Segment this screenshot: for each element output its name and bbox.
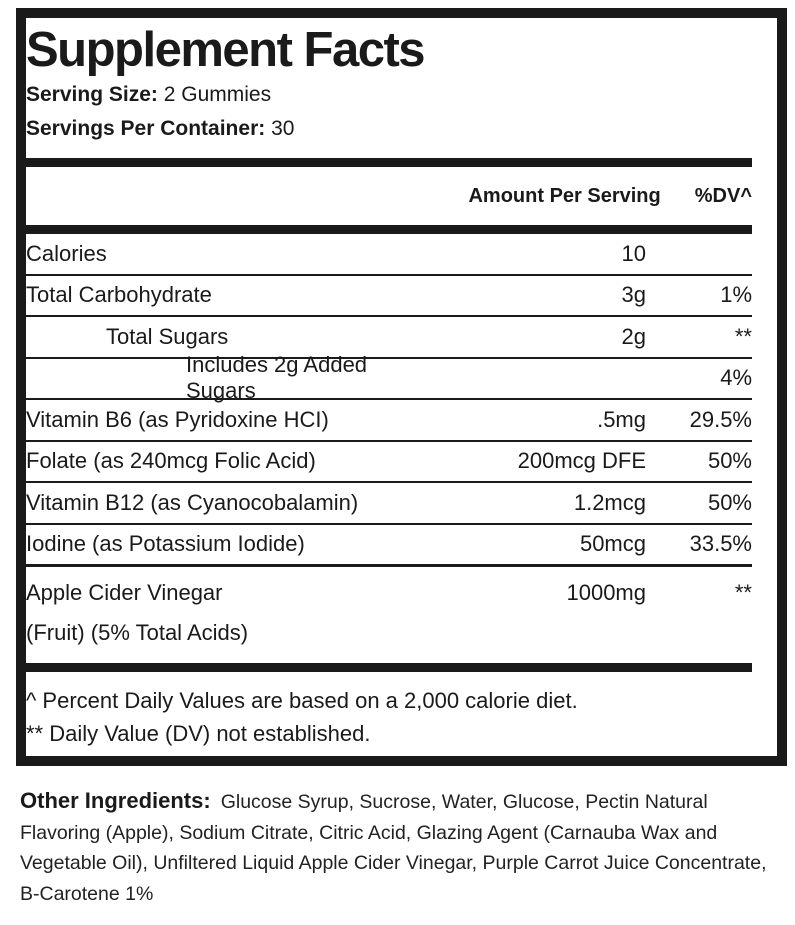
table-row: Total Carbohydrate 3g 1% [26,276,752,317]
footnote-not-established: ** Daily Value (DV) not established. [26,721,371,746]
nutrient-name: Total Carbohydrate [26,282,212,308]
nutrient-name: Total Sugars [106,323,229,349]
nutrient-dv: 1% [720,282,752,308]
nutrient-amount: 50mcg [579,531,646,557]
nutrient-amount: 10 [621,240,646,266]
servings-per-container-label: Servings Per Container: [26,117,266,140]
table-row: Vitamin B6 (as Pyridoxine HCI) .5mg 29.5% [26,400,752,442]
nutrient-dv: 50% [707,489,752,515]
nutrient-name: Calories [26,240,107,266]
nutrient-dv: 50% [707,448,752,474]
column-header: Amount Per Serving %DV^ [26,167,752,225]
nutrient-dv: 29.5% [689,406,752,432]
nutrient-amount: 1000mg [566,580,646,605]
table-row: Calories 10 [26,234,752,276]
amount-header: Amount Per Serving [468,184,661,207]
nutrient-dv: 4% [720,365,752,391]
supplement-facts-panel [16,8,787,766]
divider-thick [26,225,752,234]
nutrient-name: Apple Cider Vinegar (Fruit) (5% Total Aci… [26,573,406,653]
table-row: Iodine (as Potassium Iodide) 50mcg 33.5% [26,525,752,567]
other-ingredients: Other Ingredients: Glucose Syrup, Sucrose… [20,786,780,909]
nutrient-name: Folate (as 240mcg Folic Acid) [26,448,316,474]
nutrient-name: Vitamin B12 (as Cyanocobalamin) [26,489,359,515]
nutrient-name: Includes 2g Added Sugars [186,352,368,404]
supplement-facts-content: Supplement Facts Serving Size: 2 Gummies… [26,22,752,750]
dv-header: %DV^ [694,184,752,207]
nutrient-name: Vitamin B6 (as Pyridoxine HCI) [26,406,329,432]
servings-per-container: Servings Per Container: 30 [26,112,752,146]
servings-per-container-value: 30 [271,117,295,140]
serving-size-value: 2 Gummies [163,83,272,106]
divider-thick [26,158,752,167]
nutrient-dv: ** [734,323,752,349]
other-ingredients-label: Other Ingredients: [20,788,211,813]
nutrient-dv: ** [734,580,752,605]
serving-size: Serving Size: 2 Gummies [26,78,752,112]
footnotes: ^ Percent Daily Values are based on a 2,… [26,672,752,750]
nutrient-name: Iodine (as Potassium Iodide) [26,531,305,557]
table-row: Vitamin B12 (as Cyanocobalamin) 1.2mcg 50% [26,483,752,525]
nutrient-amount: 2g [621,323,646,349]
nutrient-amount: 3g [621,282,646,308]
table-row: Total Sugars 2g ** [26,317,752,359]
table-row: Folate (as 240mcg Folic Acid) 200mcg DFE 5… [26,442,752,483]
nutrient-amount: 1.2mcg [573,489,646,515]
nutrient-amount: 200mcg DFE [517,448,646,474]
nutrient-name-line1: Apple Cider Vinegar [26,580,223,605]
other-ingredients-text: Glucose Syrup, Sucrose, Water, Glucose, … [20,791,767,905]
nutrient-amount: .5mg [597,406,646,432]
panel-title: Supplement Facts [26,23,426,77]
footnote-dv: ^ Percent Daily Values are based on a 2,… [26,688,578,713]
table-row: Includes 2g Added Sugars 4% [26,352,752,403]
nutrient-dv: 33.5% [689,531,752,557]
nutrient-name-line2: (Fruit) (5% Total Acids) [26,620,249,645]
divider-thick [26,663,752,672]
serving-size-label: Serving Size: [26,83,158,106]
table-row: Apple Cider Vinegar (Fruit) (5% Total Aci… [26,567,752,663]
